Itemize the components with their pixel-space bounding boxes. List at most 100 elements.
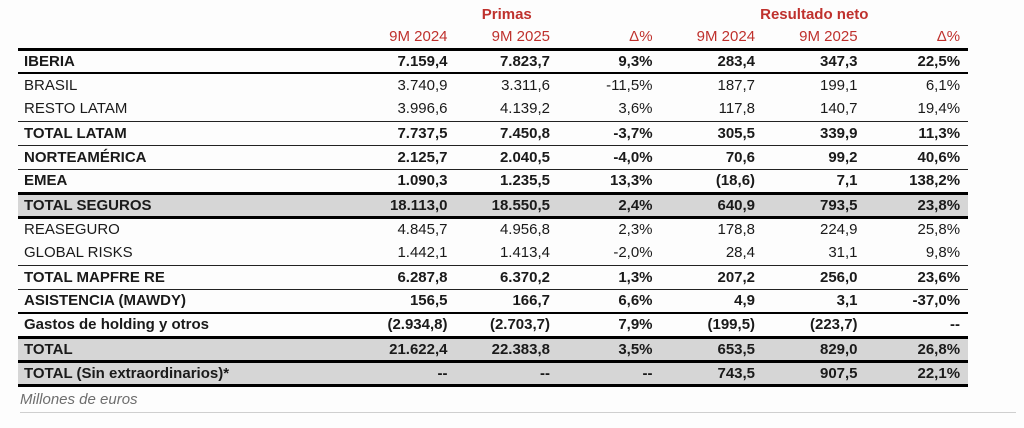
table-row: TOTAL MAPFRE RE 6.287,8 6.370,2 1,3% 207,2 25…: [18, 265, 969, 289]
row-label: TOTAL MAPFRE RE: [24, 268, 165, 286]
row-label: BRASIL: [24, 77, 78, 94]
cell-value: 207,2: [717, 268, 756, 286]
cell-value: 4.139,2: [499, 100, 550, 118]
row-label: TOTAL: [18, 337, 353, 361]
table-row: BRASIL 3.740,9 3.311,6 -11,5% 187,7 199,1 6,1%: [18, 73, 968, 97]
cell-value: 3.996,6: [397, 100, 448, 118]
cell-value: (199,5): [707, 316, 756, 334]
table-body: IBERIA 7.159,4 7.823,7 9,3% 283,4 347,3 22,5% B…: [18, 49, 969, 385]
row-label: REASEGURO: [24, 221, 120, 239]
cell-value: (2.703,7): [489, 316, 550, 334]
cell-value: 7.159,4: [397, 52, 448, 70]
cell-value: 7.823,7: [499, 52, 550, 70]
cell-value: 3,6%: [618, 100, 653, 118]
cell-value: 9,8%: [925, 244, 961, 262]
cell-value: 283,4: [717, 52, 756, 70]
cell-value: 1,3%: [618, 268, 653, 286]
column-header-primas-delta: Δ%: [629, 28, 653, 46]
cell-value: 18.550,5: [455, 193, 558, 217]
cell-value: 6.287,8: [397, 268, 448, 286]
cell-value: 6,6%: [618, 292, 653, 310]
cell-value: --: [353, 361, 456, 385]
cell-value: 22,5%: [917, 52, 961, 70]
results-table: Primas Resultado neto 9M 2024 9M 2025 Δ%…: [18, 2, 969, 387]
row-label: TOTAL LATAM: [24, 124, 127, 142]
cell-value: 11,3%: [918, 124, 961, 142]
cell-value: 9,3%: [618, 52, 653, 70]
cell-value: 829,0: [763, 337, 866, 361]
table-row: ASISTENCIA (MAWDY) 156,5 166,7 6,6% 4,9 3,1 -3…: [18, 289, 969, 313]
cell-value: 19,4%: [917, 100, 961, 118]
cell-value: 7,1: [836, 172, 858, 189]
cell-value: -37,0%: [912, 292, 961, 310]
cell-value: 653,5: [660, 337, 764, 361]
cell-value: 40,6%: [917, 148, 961, 166]
cell-value: 1.090,3: [397, 172, 448, 189]
cell-value: --: [950, 316, 961, 334]
cell-value: 743,5: [660, 361, 764, 385]
cell-value: 1.413,4: [499, 244, 550, 262]
column-header-row: 9M 2024 9M 2025 Δ% 9M 2024 9M 2025 Δ%: [18, 26, 969, 49]
cell-value: 2,4%: [558, 193, 661, 217]
cell-value: 13,3%: [609, 172, 653, 189]
column-header-primas-9m2025: 9M 2025: [491, 28, 550, 46]
cell-value: 2,3%: [618, 221, 653, 239]
table-row: TOTAL 21.622,4 22.383,8 3,5% 653,5 829,0 26,8%: [18, 337, 969, 361]
row-label: NORTEAMÉRICA: [24, 148, 147, 166]
cell-value: (18,6): [715, 172, 756, 189]
cell-value: 4,9: [734, 292, 756, 310]
table-row: RESTO LATAM 3.996,6 4.139,2 3,6% 117,8 140,7 1…: [18, 97, 969, 121]
table-row: TOTAL LATAM 7.737,5 7.450,8 -3,7% 305,5 339,9…: [18, 121, 969, 145]
group-header-resultado-neto: Resultado neto: [760, 5, 869, 23]
cell-value: 793,5: [763, 193, 866, 217]
cell-value: 28,4: [725, 244, 756, 262]
cell-value: 339,9: [819, 124, 858, 142]
cell-value: 1.442,1: [397, 244, 448, 262]
group-header-row: Primas Resultado neto: [18, 2, 968, 26]
cell-value: -3,7%: [613, 124, 653, 142]
cell-value: 178,8: [717, 221, 756, 239]
cell-value: 305,5: [717, 124, 756, 142]
cell-value: 138,2%: [909, 172, 961, 189]
corner-cell: [18, 26, 353, 49]
row-label: TOTAL SEGUROS: [18, 193, 353, 217]
cell-value: 7,9%: [618, 316, 653, 334]
table-row: EMEA 1.090,3 1.235,5 13,3% (18,6) 7,1 138,2%: [18, 169, 969, 193]
cell-value: 25,8%: [917, 221, 961, 239]
table-row: IBERIA 7.159,4 7.823,7 9,3% 283,4 347,3 22,5%: [18, 49, 969, 73]
cell-value: 7.450,8: [499, 124, 550, 142]
column-header-resultado-9m2025: 9M 2025: [799, 28, 858, 46]
table-header: Primas Resultado neto 9M 2024 9M 2025 Δ%…: [18, 2, 969, 49]
cell-value: 256,0: [819, 268, 858, 286]
cell-value: 907,5: [763, 361, 866, 385]
cell-value: 31,1: [828, 244, 858, 262]
cell-value: --: [455, 361, 558, 385]
table-row: NORTEAMÉRICA 2.125,7 2.040,5 -4,0% 70,6 99,2 4…: [18, 145, 969, 169]
cell-value: 22.383,8: [455, 337, 558, 361]
results-page: Primas Resultado neto 9M 2024 9M 2025 Δ%…: [18, 2, 1016, 413]
cell-value: 3.311,6: [501, 77, 550, 94]
cell-value: 3,5%: [558, 337, 661, 361]
cell-value: 22,1%: [865, 361, 969, 385]
cell-value: 140,7: [819, 100, 858, 118]
row-label: Gastos de holding y otros: [24, 316, 210, 334]
cell-value: 3.740,9: [397, 77, 448, 94]
cell-value: 70,6: [725, 148, 756, 166]
cell-value: 21.622,4: [353, 337, 456, 361]
cell-value: -2,0%: [613, 244, 653, 262]
row-label: TOTAL (Sin extraordinarios)*: [18, 361, 353, 385]
cell-value: 26,8%: [865, 337, 969, 361]
cell-value: 23,6%: [917, 268, 961, 286]
cell-value: 166,7: [512, 292, 550, 310]
row-label: EMEA: [24, 172, 68, 189]
cell-value: 2.040,5: [499, 148, 550, 166]
cell-value: 640,9: [660, 193, 764, 217]
cell-value: (223,7): [810, 316, 858, 334]
footnote: Millones de euros: [20, 391, 1016, 413]
cell-value: 1.235,5: [499, 172, 550, 189]
cell-value: 117,8: [718, 100, 756, 118]
cell-value: 347,3: [819, 52, 858, 70]
column-header-resultado-delta: Δ%: [936, 28, 961, 46]
cell-value: 4.956,8: [499, 221, 550, 239]
cell-value: 6.370,2: [499, 268, 550, 286]
